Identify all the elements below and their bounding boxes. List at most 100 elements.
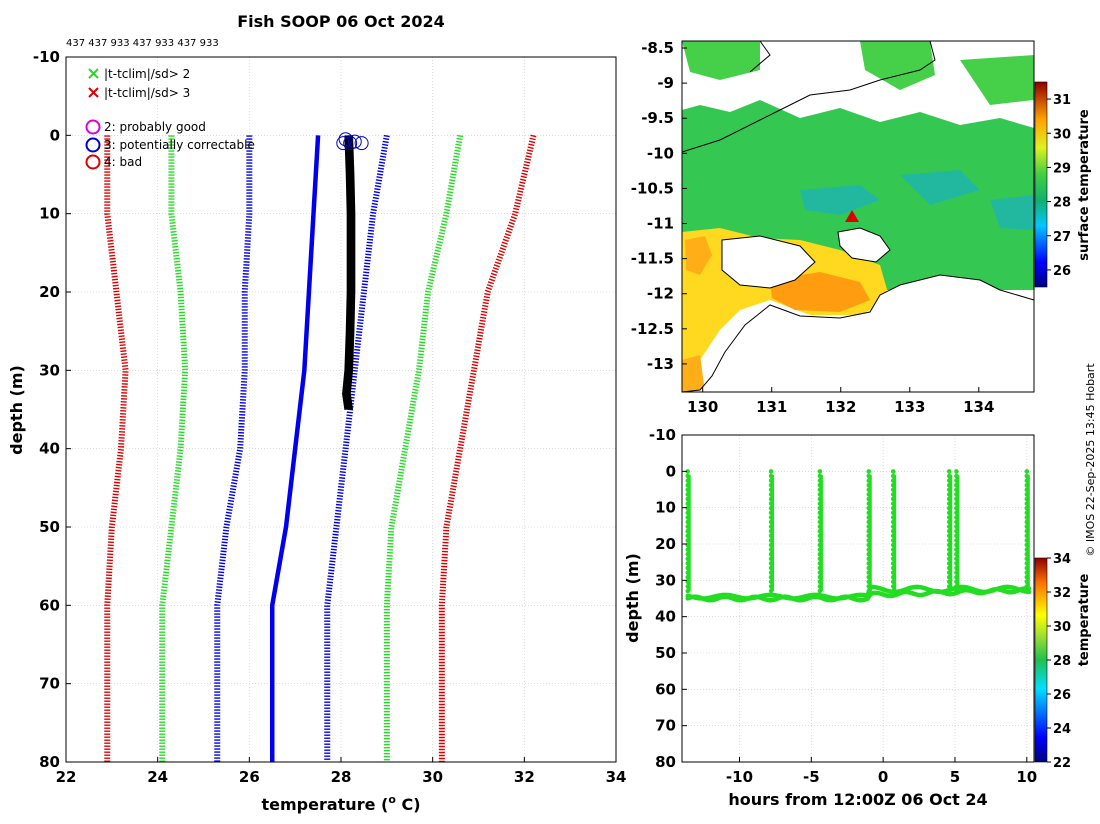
time-colorbar (1034, 557, 1048, 763)
map-ytick-label: -11.5 (631, 250, 674, 268)
time-colorbar-tick-label: 34 (1053, 552, 1071, 567)
map-ytick-label: -8.5 (641, 39, 674, 57)
map-xtick-label: 134 (963, 398, 994, 416)
map-ytick-label: -12.5 (631, 320, 674, 338)
time-ticks: -10 -5 0 5 10 -10 0 10 20 30 40 50 60 70 80 (649, 426, 1037, 786)
time-series (685, 469, 1032, 603)
time-colorbar-tick-label: 30 (1053, 620, 1071, 635)
cross-marker-green (88, 68, 99, 79)
time-xtick-label: 10 (1016, 768, 1037, 786)
profile-ytick-label: 40 (39, 440, 60, 458)
time-ytick-label: 30 (655, 571, 676, 589)
profile-line-green-right (383, 134, 464, 762)
profile-xtick-label: 26 (239, 768, 260, 786)
flag-circle (354, 136, 369, 151)
time-xlabel: hours from 12:00Z 06 Oct 24 (728, 790, 987, 809)
depth-track-line (685, 584, 1032, 601)
sst-map: 130 131 132 133 134 -8.5 -9 -9.5 -10 -10.5 -11 -11.… (631, 39, 1092, 416)
time-ytick-label: 10 (655, 499, 676, 517)
profile-series (104, 132, 537, 762)
legend-circle-3: 4: bad (85, 154, 142, 170)
map-xtick-label: 130 (687, 398, 718, 416)
observed-profile-line (347, 135, 356, 410)
profile-chart: Fish SOOP 06 Oct 2024 437 437 933 437 93… (7, 12, 626, 814)
time-colorbar-tick-label: 32 (1053, 586, 1071, 601)
circle-marker-red (85, 154, 101, 170)
time-ytick-label: 0 (666, 462, 676, 480)
profile-grid (65, 56, 617, 763)
time-ytick-label: 70 (655, 717, 676, 735)
profile-ytick-label: -10 (33, 48, 60, 66)
map-ytick-label: -10 (647, 144, 674, 162)
flag-circle (336, 136, 351, 151)
legend-cross-1: |t-tclim|/sd> 2 (88, 67, 190, 81)
time-ylabel: depth (m) (623, 553, 642, 643)
profile-line-red-right (438, 134, 537, 762)
profile-ytick-label: 10 (39, 205, 60, 223)
map-frame (681, 40, 1035, 393)
map-colorbar-tick-label: 27 (1053, 230, 1071, 245)
chart-subtitle: 437 437 933 437 933 437 933 (66, 38, 219, 49)
map-colorbar-tick-label: 30 (1053, 127, 1071, 142)
legend-cross-2-label: |t-tclim|/sd> 3 (104, 86, 190, 100)
chart-title: Fish SOOP 06 Oct 2024 (237, 12, 445, 31)
legend-cross-2: |t-tclim|/sd> 3 (88, 86, 190, 100)
map-xtick-label: 133 (894, 398, 925, 416)
map-ytick-label: -13 (647, 355, 674, 373)
profile-line-climatology-mean (270, 135, 321, 762)
time-colorbar-tick-label: 22 (1053, 756, 1071, 771)
map-xtick-label: 131 (756, 398, 787, 416)
land-peninsula (721, 235, 816, 289)
profile-xtick-label: 22 (56, 768, 77, 786)
map-ytick-label: -11 (647, 215, 674, 233)
land-mainland (682, 274, 1034, 392)
profile-ylabel: depth (m) (7, 365, 26, 455)
profile-ytick-label: 80 (39, 753, 60, 771)
map-xtick-label: 132 (825, 398, 856, 416)
time-ytick-label: 60 (655, 680, 676, 698)
sea-teal-patches (800, 170, 1034, 230)
time-xtick-label: 5 (950, 768, 960, 786)
time-colorbar-tick-label: 26 (1053, 688, 1071, 703)
time-axes-frame (681, 434, 1035, 763)
legend-circle-2-label: 3: potentially correctable (104, 138, 255, 152)
legend-circle-2: 3: potentially correctable (85, 137, 255, 153)
legend-circle-1-label: 2: probably good (104, 120, 206, 134)
map-colorbar (1034, 81, 1048, 288)
time-depth-chart: -10 -5 0 5 10 -10 0 10 20 30 40 50 60 70 80 hours from… (623, 426, 1092, 809)
profile-ticks: 22 24 26 28 30 32 34 -10 0 10 20 30 40 50 60 70 80 (33, 48, 627, 786)
map-colorbar-tick-label: 28 (1053, 196, 1071, 211)
circle-marker-blue (85, 137, 101, 153)
profile-ytick-label: 0 (50, 126, 60, 144)
sea-orange-hotspot (770, 272, 870, 312)
time-colorbar-tick-label: 28 (1053, 654, 1071, 669)
island-coast (837, 227, 891, 263)
time-colorbar-ticks: 22 24 26 28 30 32 34 (1047, 552, 1071, 771)
profile-line-red-left (104, 135, 129, 762)
time-ytick-label: 80 (655, 753, 676, 771)
time-ytick-label: 40 (655, 608, 676, 626)
map-colorbar-ticks: 26 27 28 29 30 31 (1047, 93, 1071, 279)
cruise-track-marker (845, 210, 859, 222)
time-xtick-label: -10 (726, 768, 753, 786)
profile-ytick-label: 30 (39, 361, 60, 379)
profile-ytick-label: 20 (39, 283, 60, 301)
profile-legend: |t-tclim|/sd> 2 |t-tclim|/sd> 3 2: proba… (85, 67, 255, 170)
legend-cross-1-label: |t-tclim|/sd> 2 (104, 67, 190, 81)
profile-xtick-label: 30 (422, 768, 443, 786)
time-colorbar-tick-label: 24 (1053, 722, 1071, 737)
profile-xlabel: temperature (o C) (261, 793, 420, 814)
map-ytick-label: -12 (647, 285, 674, 303)
time-colorbar-label: temperature (1077, 574, 1092, 667)
profile-ytick-label: 60 (39, 596, 60, 614)
map-colorbar-tick-label: 31 (1053, 93, 1071, 108)
profile-xtick-label: 32 (514, 768, 535, 786)
copyright-notice: © IMOS 22-Sep-2025 13:45 Hobart (1084, 363, 1097, 557)
observed-profile-line (342, 135, 354, 411)
sea-orange-west (682, 236, 712, 392)
map-colorbar-tick-label: 29 (1053, 161, 1071, 176)
circle-marker-magenta (85, 119, 101, 135)
time-xtick-label: -5 (803, 768, 820, 786)
legend-circle-3-label: 4: bad (104, 155, 142, 169)
